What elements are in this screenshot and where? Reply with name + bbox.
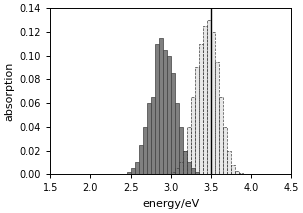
Bar: [223, 127, 227, 174]
Bar: [195, 68, 199, 174]
Bar: [239, 173, 243, 174]
Bar: [191, 97, 195, 174]
Bar: [131, 168, 135, 174]
X-axis label: energy/eV: energy/eV: [142, 199, 199, 209]
Bar: [187, 162, 191, 174]
Y-axis label: absorption: absorption: [4, 62, 14, 121]
Bar: [143, 127, 147, 174]
Bar: [175, 103, 179, 174]
Bar: [219, 97, 223, 174]
Bar: [138, 145, 143, 174]
Bar: [151, 97, 155, 174]
Bar: [179, 127, 183, 174]
Bar: [227, 151, 231, 174]
Bar: [175, 168, 179, 174]
Bar: [235, 171, 239, 174]
Bar: [163, 50, 167, 174]
Bar: [171, 73, 175, 174]
Bar: [195, 172, 199, 174]
Bar: [171, 172, 175, 174]
Bar: [199, 44, 203, 174]
Bar: [159, 38, 163, 174]
Bar: [231, 165, 235, 174]
Bar: [211, 32, 215, 174]
Bar: [191, 168, 195, 174]
Bar: [155, 44, 159, 174]
Bar: [167, 56, 171, 174]
Bar: [127, 172, 131, 174]
Bar: [203, 26, 207, 174]
Bar: [183, 151, 187, 174]
Bar: [135, 162, 138, 174]
Bar: [215, 62, 219, 174]
Bar: [179, 162, 183, 174]
Bar: [187, 127, 191, 174]
Bar: [183, 151, 187, 174]
Bar: [147, 103, 151, 174]
Bar: [207, 20, 211, 174]
